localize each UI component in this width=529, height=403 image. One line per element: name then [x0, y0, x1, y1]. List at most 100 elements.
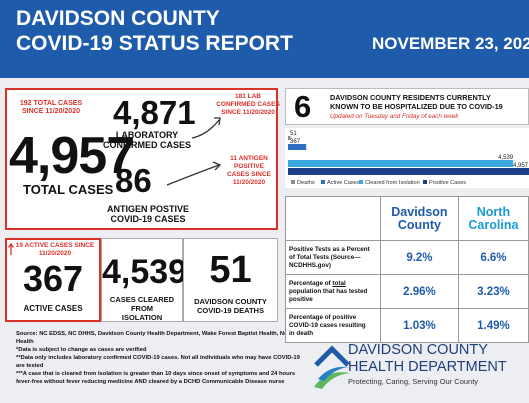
- text: SINCE 11/20/2020: [221, 109, 275, 116]
- total-label: TOTAL CASES: [23, 182, 114, 197]
- row-label: Percentage of total population that has …: [285, 274, 381, 309]
- text: COVID-19 CASES: [110, 214, 186, 224]
- cell: [285, 196, 381, 241]
- antigen-cases: 86: [115, 162, 152, 199]
- cases-box: 192 TOTAL CASES SINCE 11/20/2020 4,957 TO…: [5, 88, 280, 230]
- text: ISOLATION: [121, 313, 163, 322]
- row: Percentage of total population that has …: [285, 274, 529, 309]
- active-box: 19 ACTIVE CASES SINCE 11/20/2020 367 ACTI…: [5, 238, 101, 322]
- bar-label: 367: [290, 139, 301, 145]
- text: 11/20/2020: [232, 179, 266, 186]
- legend-swatch: [423, 180, 427, 184]
- deaths-label: DAVIDSON COUNTY COVID-19 DEATHS: [184, 297, 277, 315]
- logo-line: HEALTH DEPARTMENT: [348, 359, 507, 375]
- lab-cases: 4,871: [113, 94, 196, 131]
- source-line: Source: NC EDSS, NC DHHS, Davidson Count…: [16, 331, 300, 345]
- text: Positive Tests as a Percent: [289, 245, 370, 253]
- logo-icon: [314, 345, 350, 389]
- row-label: Positive Tests as a Percent of Total Test…: [285, 240, 381, 275]
- text: COVID-19 cases resulting: [289, 321, 366, 329]
- legend-swatch: [359, 180, 363, 184]
- bar-label: 4,957: [513, 163, 529, 169]
- text: DAVIDSON COUNTY RESIDENTS CURRENTLY: [330, 93, 491, 102]
- total-since: 192 TOTAL CASES SINCE 11/20/2020: [11, 100, 91, 116]
- lab-label: LABORATORY CONFIRMED CASES: [99, 130, 195, 150]
- deaths: 51: [209, 249, 252, 291]
- text: SINCE 11/20/2020: [22, 108, 80, 115]
- title: DAVIDSON COUNTY COVID-19 STATUS REPORT: [16, 6, 293, 56]
- logo: DAVIDSON COUNTY HEALTH DEPARTMENT Protec…: [348, 342, 507, 388]
- text: Percentage of: [289, 279, 333, 287]
- hospital-note: Updated on Tuesday and Friday of each we…: [330, 113, 459, 120]
- text: of Total Tests (Source—: [289, 253, 361, 261]
- sources: Source: NC EDSS, NC DHHS, Davidson Count…: [16, 330, 306, 386]
- value-cell: 1.03%: [380, 308, 459, 343]
- arrows: [166, 117, 222, 186]
- title-line: DAVIDSON COUNTY: [16, 7, 220, 30]
- text: CASES SINCE: [226, 171, 272, 178]
- text: Davidson: [391, 204, 448, 219]
- cleared-cases: 4,539: [102, 253, 188, 291]
- text: POSITIVE: [234, 163, 264, 170]
- legend-label: Positive Cases: [429, 180, 466, 186]
- text: COVID-19 DEATHS: [197, 306, 264, 315]
- text: 11 ANTIGEN: [230, 155, 268, 162]
- header-cell: North Carolina: [457, 196, 529, 241]
- text: KNOWN TO BE HOSPITALIZED DUE TO COVID-19: [330, 101, 503, 111]
- arrow: [191, 119, 220, 139]
- hospitalized: 6: [294, 89, 312, 124]
- up-arrow: [8, 243, 14, 255]
- text: 19 ACTIVE CASES SINCE: [15, 242, 95, 249]
- text: DAVIDSON COUNTY: [194, 297, 267, 306]
- text: total: [332, 279, 346, 287]
- active-cases: 367: [22, 258, 84, 299]
- logo-line: DAVIDSON COUNTY: [348, 342, 488, 358]
- bar-label: 51: [290, 131, 297, 137]
- arrow: [166, 164, 220, 186]
- text: Carolina: [468, 217, 519, 232]
- text: 181 LAB: [234, 93, 261, 100]
- hospital-text: DAVIDSON COUNTY RESIDENTS CURRENTLY KNOWN…: [330, 93, 503, 111]
- source-line: **Data only includes laboratory confirme…: [16, 355, 300, 369]
- cleared-box: 4,539 CASES CLEARED FROM ISOLATION: [101, 238, 188, 322]
- text: North: [476, 204, 511, 219]
- title-line: COVID-19 STATUS REPORT: [16, 32, 293, 55]
- header-cell: Davidson County: [380, 196, 459, 241]
- active-since: 19 ACTIVE CASES SINCE 11/20/2020: [13, 242, 97, 258]
- legend-swatch: [291, 180, 295, 184]
- header: DAVIDSON COUNTY COVID-19 STATUS REPORT N…: [0, 0, 529, 78]
- bar: [288, 136, 291, 140]
- logo-tagline: Protecting, Caring, Serving Our County: [348, 377, 479, 386]
- text: County: [397, 217, 441, 232]
- text: 11/20/2020: [38, 250, 72, 257]
- bar-label: 4,539: [498, 155, 514, 161]
- bar: [288, 160, 514, 167]
- arrow-head: [212, 161, 222, 171]
- text: 192 TOTAL CASES: [19, 100, 83, 107]
- total-cases: 4,957: [9, 127, 135, 185]
- deaths-box: 51 DAVIDSON COUNTY COVID-19 DEATHS: [183, 238, 278, 322]
- value-cell: 9.2%: [380, 240, 459, 275]
- row: Percentage of positive COVID-19 cases res…: [285, 308, 529, 343]
- bar: [288, 168, 529, 175]
- row: Positive Tests as a Percent of Total Test…: [285, 240, 529, 275]
- active-label: ACTIVE CASES: [23, 304, 83, 313]
- text: CASES CLEARED FROM: [109, 295, 175, 313]
- date: NOVEMBER 23, 2020: [372, 34, 529, 53]
- bar-chart: 51 Deaths 367 Active Cases 4,539 Cleared from…: [285, 128, 529, 188]
- legend-label: Deaths: [297, 180, 315, 186]
- cleared-label: CASES CLEARED FROM ISOLATION: [102, 295, 182, 322]
- value-cell: 1.49%: [457, 308, 529, 343]
- legend-swatch: [321, 180, 325, 184]
- arrow-head: [214, 117, 221, 126]
- stats-table: Davidson County North Carolina Positive Te…: [285, 196, 529, 343]
- text: LABORATORY: [115, 130, 179, 140]
- table: Davidson County North Carolina Positive Te…: [285, 196, 529, 343]
- text: CONFIRMED CASES: [216, 101, 280, 108]
- legend-label: Cleared from Isolation: [365, 180, 420, 186]
- header-row: Davidson County North Carolina: [285, 196, 529, 241]
- legend-label: Active Cases: [327, 180, 360, 186]
- text: CONFIRMED CASES: [102, 140, 191, 150]
- antigen-label: ANTIGEN POSTIVE COVID-19 CASES: [93, 204, 203, 224]
- text: population that has tested positive: [289, 287, 368, 303]
